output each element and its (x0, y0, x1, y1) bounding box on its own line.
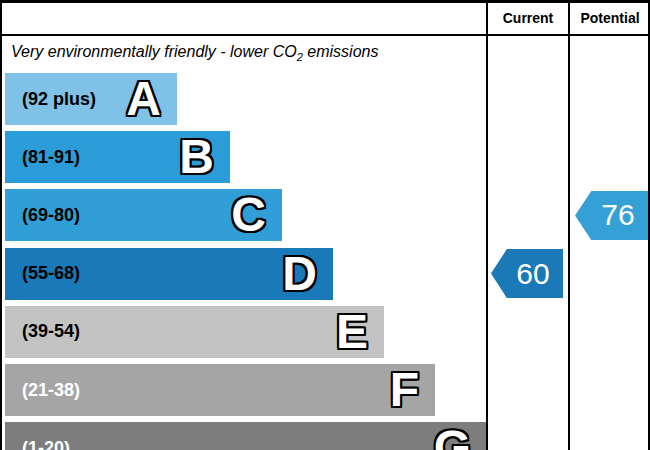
band-d: (55-68) D (5, 248, 333, 300)
current-column-header: Current (488, 10, 568, 26)
current-value: 60 (516, 257, 549, 291)
band-letter: C (231, 191, 266, 239)
band-range-label: (81-91) (22, 147, 80, 168)
band-c: (69-80) C (5, 189, 282, 241)
band-letter: F (390, 366, 419, 414)
band-range-label: (69-80) (22, 205, 80, 226)
band-range-label: (55-68) (22, 263, 80, 284)
chart-title-suffix: emissions (303, 43, 379, 60)
chart-title-text: Very environmentally friendly - lower CO (11, 43, 297, 60)
band-range-label: (21-38) (22, 380, 80, 401)
band-a: (92 plus) A (5, 73, 177, 125)
band-f: (21-38) F (5, 364, 435, 416)
potential-column-header: Potential (570, 10, 650, 26)
band-letter: B (179, 133, 214, 181)
potential-value: 76 (601, 198, 634, 232)
band-letter: A (126, 75, 161, 123)
epc-co2-rating-chart: Current Potential Very environmentally f… (0, 0, 650, 450)
chart-title: Very environmentally friendly - lower CO… (11, 43, 378, 63)
potential-marker: 76 (575, 191, 649, 240)
band-range-label: (1-20) (22, 438, 70, 450)
band-range-label: (92 plus) (22, 89, 96, 110)
potential-column-divider (568, 3, 570, 450)
band-letter: G (434, 424, 471, 450)
band-e: (39-54) E (5, 306, 384, 358)
band-letter: E (336, 308, 368, 356)
band-range-label: (39-54) (22, 321, 80, 342)
band-g: (1-20) G (5, 422, 487, 450)
band-letter: D (282, 250, 317, 298)
header-divider (2, 34, 648, 36)
band-b: (81-91) B (5, 131, 230, 183)
current-column-divider (486, 3, 488, 450)
current-marker: 60 (491, 249, 563, 298)
